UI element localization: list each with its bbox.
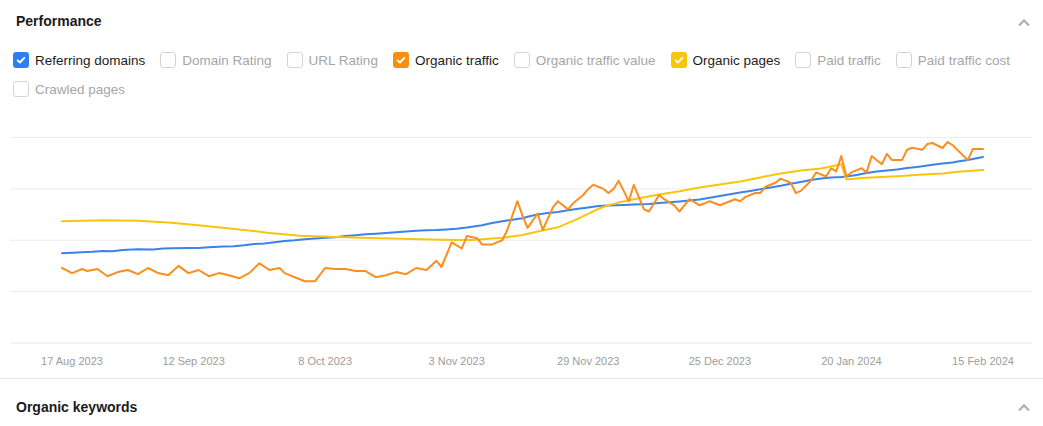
checkbox-unchecked-icon bbox=[160, 52, 176, 68]
x-axis-label: 8 Oct 2023 bbox=[298, 355, 352, 367]
metric-label: Organic traffic bbox=[415, 53, 499, 68]
checkbox-unchecked-icon bbox=[795, 52, 811, 68]
x-axis-label: 12 Sep 2023 bbox=[162, 355, 224, 367]
chart-canvas: 17 Aug 2023 12 Sep 2023 8 Oct 2023 3 Nov 20… bbox=[0, 126, 1043, 386]
metric-label: Domain Rating bbox=[182, 53, 271, 68]
metric-toggle-organic-traffic[interactable]: Organic traffic bbox=[393, 52, 499, 68]
x-axis-label: 25 Dec 2023 bbox=[689, 355, 751, 367]
x-axis-label: 29 Nov 2023 bbox=[557, 355, 619, 367]
performance-title: Performance bbox=[16, 13, 102, 29]
series-line-organic-pages bbox=[62, 164, 983, 240]
metric-label: Organic pages bbox=[693, 53, 781, 68]
checkbox-unchecked-icon bbox=[287, 52, 303, 68]
metric-toggle-domain-rating[interactable]: Domain Rating bbox=[160, 52, 271, 68]
collapse-organic-keywords-icon[interactable] bbox=[1017, 401, 1031, 413]
checkbox-unchecked-icon bbox=[13, 81, 29, 97]
checkbox-checked-icon bbox=[13, 52, 29, 68]
checkbox-checked-icon bbox=[671, 52, 687, 68]
metric-toggle-paid-traffic-cost[interactable]: Paid traffic cost bbox=[896, 52, 1010, 68]
series-line-organic-traffic bbox=[62, 142, 983, 281]
x-axis-label: 3 Nov 2023 bbox=[429, 355, 485, 367]
metric-label: Crawled pages bbox=[35, 82, 125, 97]
x-axis-label: 15 Feb 2024 bbox=[952, 355, 1014, 367]
x-axis-label: 17 Aug 2023 bbox=[41, 355, 103, 367]
checkbox-unchecked-icon bbox=[514, 52, 530, 68]
metric-toggle-paid-traffic[interactable]: Paid traffic bbox=[795, 52, 881, 68]
metric-toggle-url-rating[interactable]: URL Rating bbox=[287, 52, 378, 68]
performance-header: Performance bbox=[0, 0, 1043, 29]
metric-toggle-organic-traffic-value[interactable]: Organic traffic value bbox=[514, 52, 656, 68]
collapse-performance-icon[interactable] bbox=[1017, 16, 1031, 28]
checkbox-unchecked-icon bbox=[896, 52, 912, 68]
checkbox-checked-icon bbox=[393, 52, 409, 68]
metric-toggle-organic-pages[interactable]: Organic pages bbox=[671, 52, 781, 68]
performance-chart[interactable]: 17 Aug 2023 12 Sep 2023 8 Oct 2023 3 Nov 20… bbox=[0, 126, 1043, 386]
x-axis-label: 20 Jan 2024 bbox=[821, 355, 882, 367]
metric-label: Paid traffic bbox=[817, 53, 881, 68]
metric-toggle-referring-domains[interactable]: Referring domains bbox=[13, 52, 145, 68]
organic-keywords-title: Organic keywords bbox=[16, 399, 137, 415]
metric-label: URL Rating bbox=[309, 53, 378, 68]
metric-label: Organic traffic value bbox=[536, 53, 656, 68]
metric-toggles: Referring domains Domain Rating URL Rati… bbox=[0, 52, 1043, 97]
organic-keywords-header: Organic keywords bbox=[0, 379, 1043, 415]
metric-label: Paid traffic cost bbox=[918, 53, 1010, 68]
metric-toggle-crawled-pages[interactable]: Crawled pages bbox=[13, 81, 125, 97]
metric-label: Referring domains bbox=[35, 53, 145, 68]
